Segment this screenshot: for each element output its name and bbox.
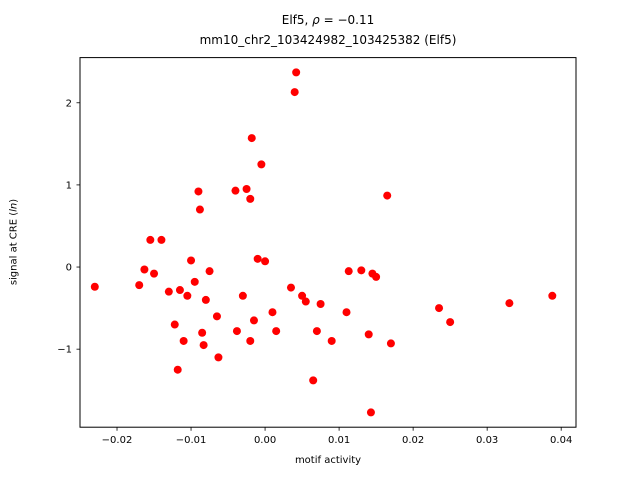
scatter-point	[150, 269, 159, 278]
scatter-point	[301, 297, 310, 306]
x-tick-label: 0.01	[328, 435, 350, 446]
scatter-point	[173, 365, 182, 374]
scatter-point	[257, 160, 266, 169]
scatter-point	[505, 299, 514, 308]
scatter-point	[190, 277, 199, 286]
scatter-point	[179, 336, 188, 345]
chart-title: Elf5, ρ = −0.11	[80, 13, 576, 27]
scatter-point	[253, 254, 262, 263]
scatter-point	[247, 134, 256, 143]
y-tick-label: 0	[66, 263, 72, 274]
scatter-point	[170, 320, 179, 329]
scatter-point	[198, 328, 207, 337]
x-tick-label: 0.04	[550, 435, 572, 446]
x-axis-label: motif activity	[294, 455, 362, 466]
scatter-point	[242, 185, 251, 194]
y-axis-label: signal at CRE (ln)	[9, 199, 20, 285]
x-tick-label: −0.01	[176, 435, 207, 446]
scatter-point	[246, 194, 255, 203]
chart-subtitle: mm10_chr2_103424982_103425382 (Elf5)	[199, 33, 457, 47]
scatter-point	[201, 295, 210, 304]
scatter-point	[286, 283, 295, 292]
y-axis-label-suffix: )	[8, 198, 20, 203]
scatter-point	[187, 256, 196, 265]
scatter-point	[290, 88, 299, 97]
y-tick-label: 1	[66, 180, 72, 191]
scatter-point	[272, 327, 281, 336]
scatter-point	[292, 68, 301, 77]
scatter-point	[364, 330, 373, 339]
plot-frame	[79, 57, 577, 428]
scatter-point	[268, 308, 277, 317]
scatter-point	[316, 300, 325, 308]
scatter-point	[157, 235, 166, 244]
scatter-point	[249, 316, 258, 325]
scatter-point	[232, 327, 241, 336]
y-axis-label-italic: ln	[8, 202, 20, 212]
scatter-point	[195, 205, 204, 214]
scatter-point	[327, 336, 336, 345]
y-tick-label: −1	[57, 345, 72, 356]
scatter-point	[214, 353, 223, 362]
scatter-point	[146, 235, 155, 244]
x-tick-label: 0.03	[476, 435, 498, 446]
chart-title-rho: ρ	[312, 13, 320, 27]
scatter-point	[183, 291, 192, 300]
scatter-point	[357, 266, 366, 275]
chart-title-prefix: Elf5,	[281, 13, 313, 27]
scatter-point	[383, 191, 392, 200]
y-axis-label-prefix: signal at CRE (	[8, 211, 20, 286]
scatter-point	[372, 272, 381, 281]
scatter-point	[199, 341, 208, 350]
scatter-point	[205, 267, 214, 276]
scatter-point	[435, 304, 444, 313]
scatter-point	[175, 286, 184, 295]
scatter-point	[548, 291, 557, 300]
scatter-point	[366, 408, 375, 417]
x-tick-label: −0.02	[102, 435, 133, 446]
scatter-point	[309, 376, 318, 385]
scatter-point	[298, 291, 307, 300]
scatter-point	[238, 291, 247, 300]
scatter-point	[246, 336, 255, 345]
scatter-point	[140, 265, 149, 274]
scatter-point	[261, 257, 270, 266]
scatter-point	[135, 281, 144, 290]
scatter-point	[164, 287, 173, 296]
chart-title-suffix: = −0.11	[319, 13, 375, 27]
x-tick-label: 0.00	[254, 435, 276, 446]
scatter-point	[90, 282, 99, 291]
scatter-point	[446, 318, 455, 327]
scatter-point	[212, 312, 221, 321]
scatter-point	[194, 187, 203, 196]
scatter-point	[344, 267, 353, 276]
scatter-point	[386, 339, 395, 348]
scatter-point	[312, 327, 321, 336]
scatter-point	[231, 186, 240, 195]
x-tick-label: 0.02	[402, 435, 424, 446]
y-tick-label: 2	[66, 98, 72, 109]
scatter-point	[342, 308, 351, 317]
